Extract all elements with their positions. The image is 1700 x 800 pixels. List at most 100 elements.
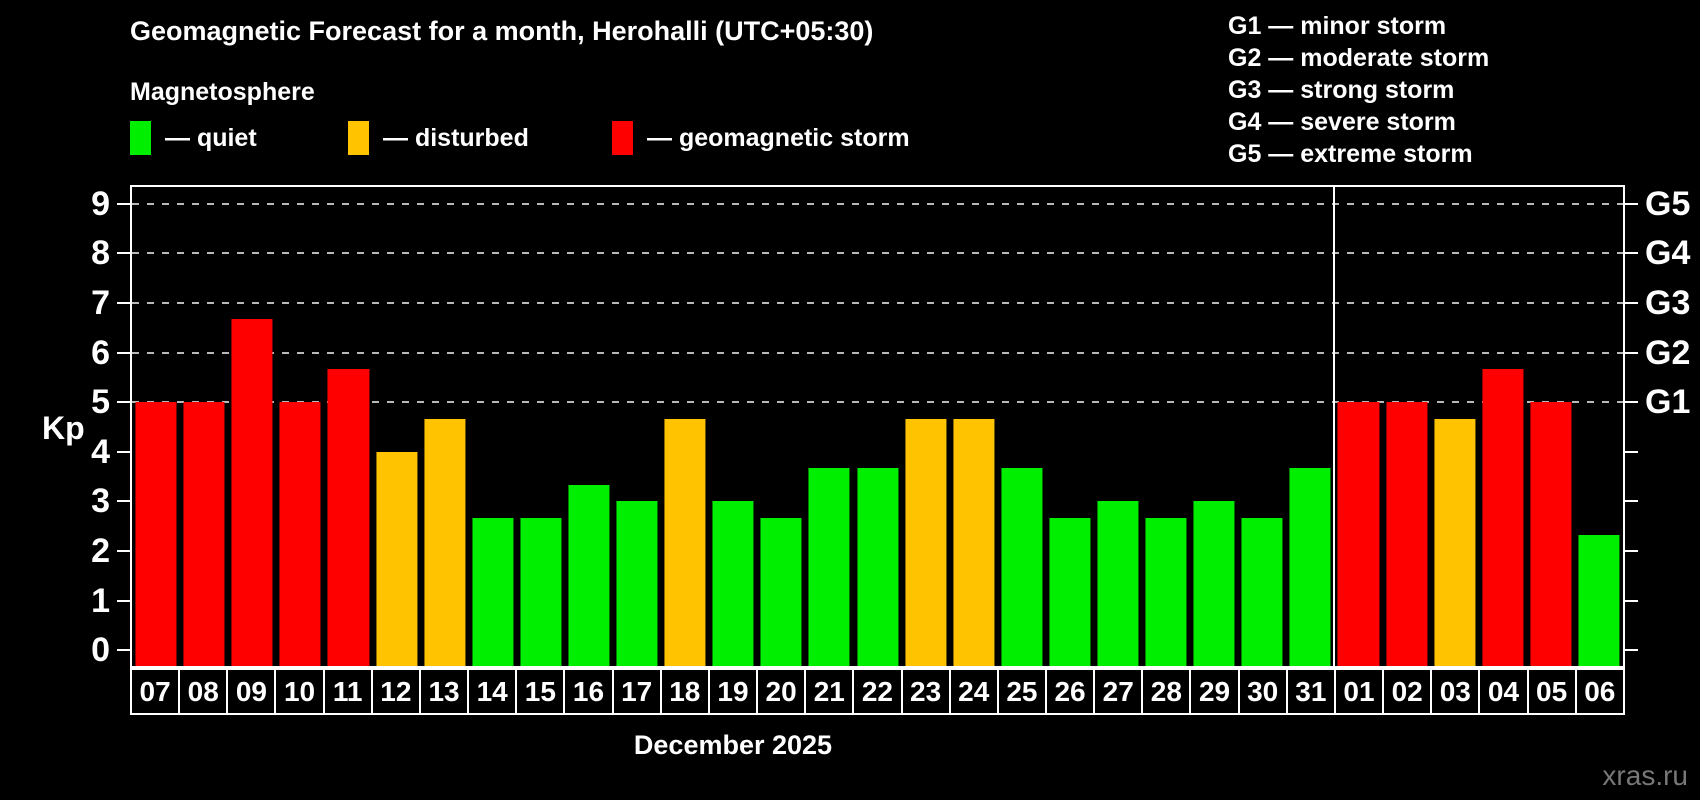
right-axis-label-g4: G4 [1645,234,1691,273]
storm-scale-legend: G1 — minor storm G2 — moderate storm G3 … [1228,10,1489,170]
kp-bar-18 [664,418,706,666]
kp-bar-10 [279,402,321,666]
kp-bar-27 [1097,501,1139,666]
storm-scale-g1: G1 — minor storm [1228,12,1447,40]
x-axis-date-31: 31 [1285,668,1336,715]
kp-bar-14 [472,517,514,666]
y-axis-tick-left-1 [117,599,130,602]
y-axis-tick-right-2 [1625,549,1638,552]
y-axis-tick-right-0 [1625,649,1638,652]
x-axis-date-02: 02 [1382,668,1433,715]
kp-bar-25 [1001,468,1043,666]
kp-bar-06 [1578,534,1620,666]
y-axis-label-7: 7 [91,284,110,323]
kp-bar-04 [1482,368,1524,666]
right-axis-label-g1: G1 [1645,383,1691,422]
kp-bar-03 [1434,418,1476,666]
y-axis-tick-right-1 [1625,599,1638,602]
right-axis-label-g3: G3 [1645,284,1691,323]
gridline-kp7 [132,302,1623,305]
y-axis-tick-left-2 [117,549,130,552]
y-axis-label-0: 0 [91,631,110,670]
kp-bar-05 [1530,402,1572,666]
kp-bar-31 [1289,468,1331,666]
kp-bar-02 [1386,402,1428,666]
x-axis-date-04: 04 [1478,668,1529,715]
y-axis-label-8: 8 [91,234,110,273]
y-axis-tick-right-9 [1625,202,1638,205]
x-axis-date-26: 26 [1044,668,1096,715]
x-axis-date-25: 25 [996,668,1047,715]
x-axis-date-21: 21 [804,668,855,715]
x-axis-date-20: 20 [756,668,807,715]
y-axis-tick-left-8 [117,252,130,255]
plot-area: G1 G2 G3 G4 G5 0 1 2 3 4 5 6 7 8 9 [91,185,1690,668]
y-axis-label-9: 9 [91,184,110,223]
y-axis-tick-right-6 [1625,351,1638,354]
x-axis-date-16: 16 [563,668,614,715]
x-axis-date-24: 24 [948,668,999,715]
y-axis-tick-left-4 [117,450,130,453]
y-axis-tick-right-5 [1625,401,1638,404]
y-axis-tick-right-8 [1625,252,1638,255]
y-axis-tick-left-3 [117,500,130,503]
x-axis-date-23: 23 [900,668,951,715]
x-axis-date-14: 14 [467,668,518,715]
x-axis-date-07: 07 [130,668,181,715]
y-axis-label-1: 1 [91,581,110,620]
gridline-kp8 [132,252,1623,255]
kp-bar-07 [135,402,177,666]
storm-color-swatch [612,121,633,155]
x-axis-date-08: 08 [178,668,229,715]
y-axis-tick-left-0 [117,649,130,652]
kp-bar-26 [1049,517,1091,666]
x-axis-date-27: 27 [1093,668,1144,715]
kp-bar-28 [1145,517,1187,666]
kp-bar-08 [183,402,225,666]
x-axis-date-10: 10 [274,668,325,715]
x-axis-date-12: 12 [370,668,421,715]
x-axis-date-13: 13 [418,668,470,715]
kp-bar-20 [760,517,802,666]
x-axis-date-17: 17 [611,668,662,715]
y-axis-tick-right-3 [1625,500,1638,503]
kp-bar-09 [231,319,273,666]
kp-bar-13 [424,418,466,666]
kp-bar-17 [616,501,658,666]
y-axis-label-6: 6 [91,333,110,372]
legend-label-quiet: — quiet [165,123,257,152]
disturbed-color-swatch [348,121,369,155]
x-axis-date-29: 29 [1189,668,1240,715]
y-axis-label-3: 3 [91,482,110,521]
gridline-kp5 [132,401,1623,404]
chart-title: Geomagnetic Forecast for a month, Heroha… [130,16,874,46]
kp-bar-24 [953,418,995,666]
x-axis-date-15: 15 [515,668,566,715]
kp-bar-19 [712,501,754,666]
x-axis-date-28: 28 [1141,668,1192,715]
x-axis-date-30: 30 [1237,668,1288,715]
storm-scale-g2: G2 — moderate storm [1228,44,1490,72]
legend-item-disturbed: — disturbed [348,119,529,157]
right-axis-label-g5: G5 [1645,184,1691,223]
x-axis-date-06: 06 [1574,668,1625,715]
x-axis-date-05: 05 [1526,668,1577,715]
legend-item-storm: — geomagnetic storm [612,119,910,157]
x-axis-date-22: 22 [852,668,903,715]
x-axis-date-01: 01 [1333,668,1385,715]
watermark-xras: xras.ru [1602,760,1688,791]
y-axis-tick-right-7 [1625,302,1638,305]
storm-scale-g3: G3 — strong storm [1228,76,1455,104]
chart-subtitle: Magnetosphere [130,78,315,106]
kp-bar-29 [1193,501,1235,666]
y-axis-label-2: 2 [91,531,110,570]
y-axis-tick-left-6 [117,351,130,354]
quiet-color-swatch [130,121,151,155]
gridline-kp6 [132,351,1623,354]
kp-bar-21 [808,468,850,666]
y-axis-tick-left-9 [117,202,130,205]
kp-bar-11 [327,368,369,666]
y-axis-tick-right-4 [1625,450,1638,453]
legend-label-storm: — geomagnetic storm [647,123,910,152]
kp-bar-23 [905,418,947,666]
